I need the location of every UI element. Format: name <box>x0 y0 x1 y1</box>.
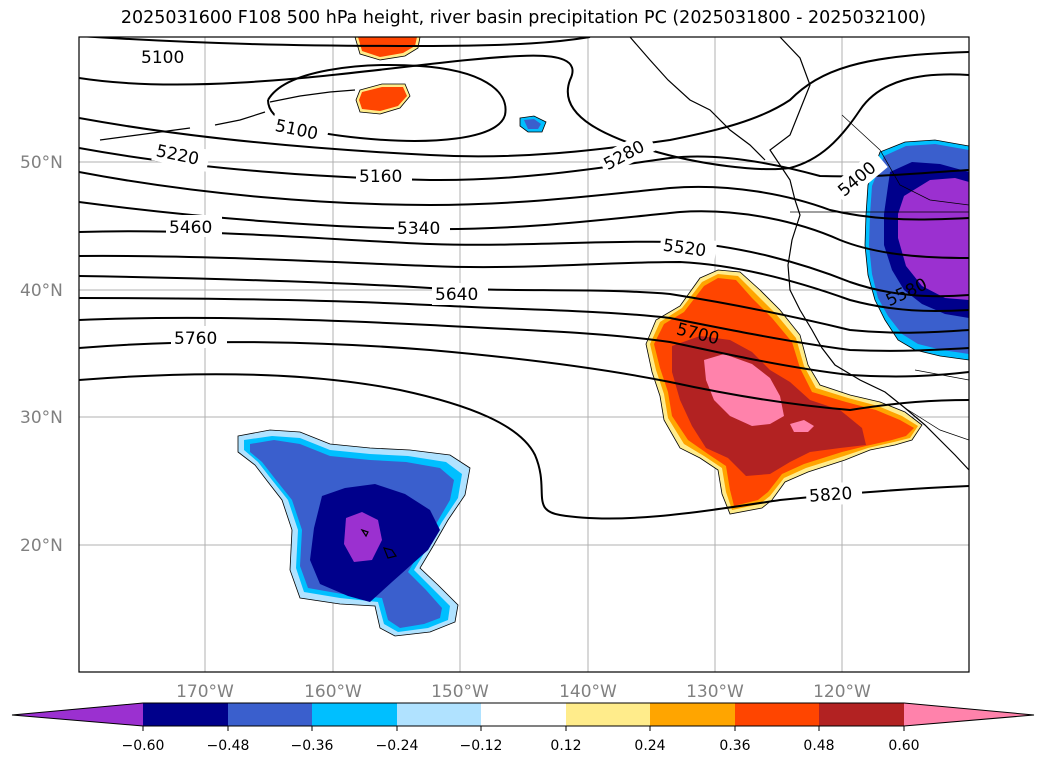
lat-label-30n: 30°N <box>20 408 63 428</box>
colorbar-segment <box>904 703 1034 726</box>
precip-anomaly-negative-hawaii <box>237 429 471 637</box>
colorbar-segment <box>566 703 650 726</box>
lon-label-130w: 130°W <box>686 682 744 702</box>
colorbar-tick-label: −0.12 <box>460 738 503 754</box>
colorbar-segment <box>143 703 228 726</box>
colorbar-tick-label: 0.36 <box>719 738 750 754</box>
colorbar-tick-label: 0.24 <box>634 738 665 754</box>
contour-label-5760: 5760 <box>174 329 217 349</box>
colorbar-segment <box>397 703 481 726</box>
coastlines <box>99 37 969 559</box>
contour-label-5100-a: 5100 <box>141 48 184 68</box>
lon-label-150w: 150°W <box>431 682 489 702</box>
colorbar-segment <box>819 703 904 726</box>
colorbar-tick-label: 0.48 <box>803 738 834 754</box>
contour-label-5100-b: 5100 <box>273 116 319 145</box>
precip-anomaly-positive-aleutians <box>354 37 547 133</box>
colorbar-tick-label: −0.36 <box>291 738 334 754</box>
colorbar-segment <box>228 703 312 726</box>
colorbar-tick-label: −0.48 <box>207 738 250 754</box>
contour-label-5160: 5160 <box>359 167 402 187</box>
contour-label-5460: 5460 <box>169 218 212 238</box>
colorbar-tick-label: 0.12 <box>550 738 581 754</box>
colorbar-tick-label: 0.60 <box>888 738 919 754</box>
precip-anomaly-positive-california <box>645 269 923 515</box>
lat-label-40n: 40°N <box>20 281 63 301</box>
longitude-labels: 170°W 160°W 150°W 140°W 130°W 120°W <box>176 682 871 702</box>
graticule <box>79 37 969 672</box>
precip-anomaly-negative-northwest <box>864 139 969 361</box>
lat-label-50n: 50°N <box>20 153 63 173</box>
contour-label-5220: 5220 <box>154 141 200 170</box>
colorbar-segment <box>650 703 735 726</box>
latitude-labels: 50°N 40°N 30°N 20°N <box>20 153 63 556</box>
colorbar-segment <box>12 703 143 726</box>
lon-label-160w: 160°W <box>304 682 362 702</box>
lon-label-120w: 120°W <box>813 682 871 702</box>
contour-label-5640: 5640 <box>435 285 478 305</box>
colorbar-segment <box>481 703 566 726</box>
lon-label-170w: 170°W <box>176 682 234 702</box>
lon-label-140w: 140°W <box>559 682 617 702</box>
colorbar: −0.60 −0.48 −0.36 −0.24 −0.12 0.12 0.24 … <box>11 702 1035 754</box>
colorbar-segment <box>735 703 819 726</box>
contour-label-5340: 5340 <box>397 219 440 239</box>
colorbar-tick-label: −0.60 <box>122 738 165 754</box>
map-title: 2025031600 F108 500 hPa height, river ba… <box>120 8 927 28</box>
contour-label-5820: 5820 <box>809 484 854 507</box>
colorbar-tick-label: −0.24 <box>376 738 419 754</box>
colorbar-segment <box>312 703 397 726</box>
lat-label-20n: 20°N <box>20 536 63 556</box>
map-frame <box>78 36 970 673</box>
